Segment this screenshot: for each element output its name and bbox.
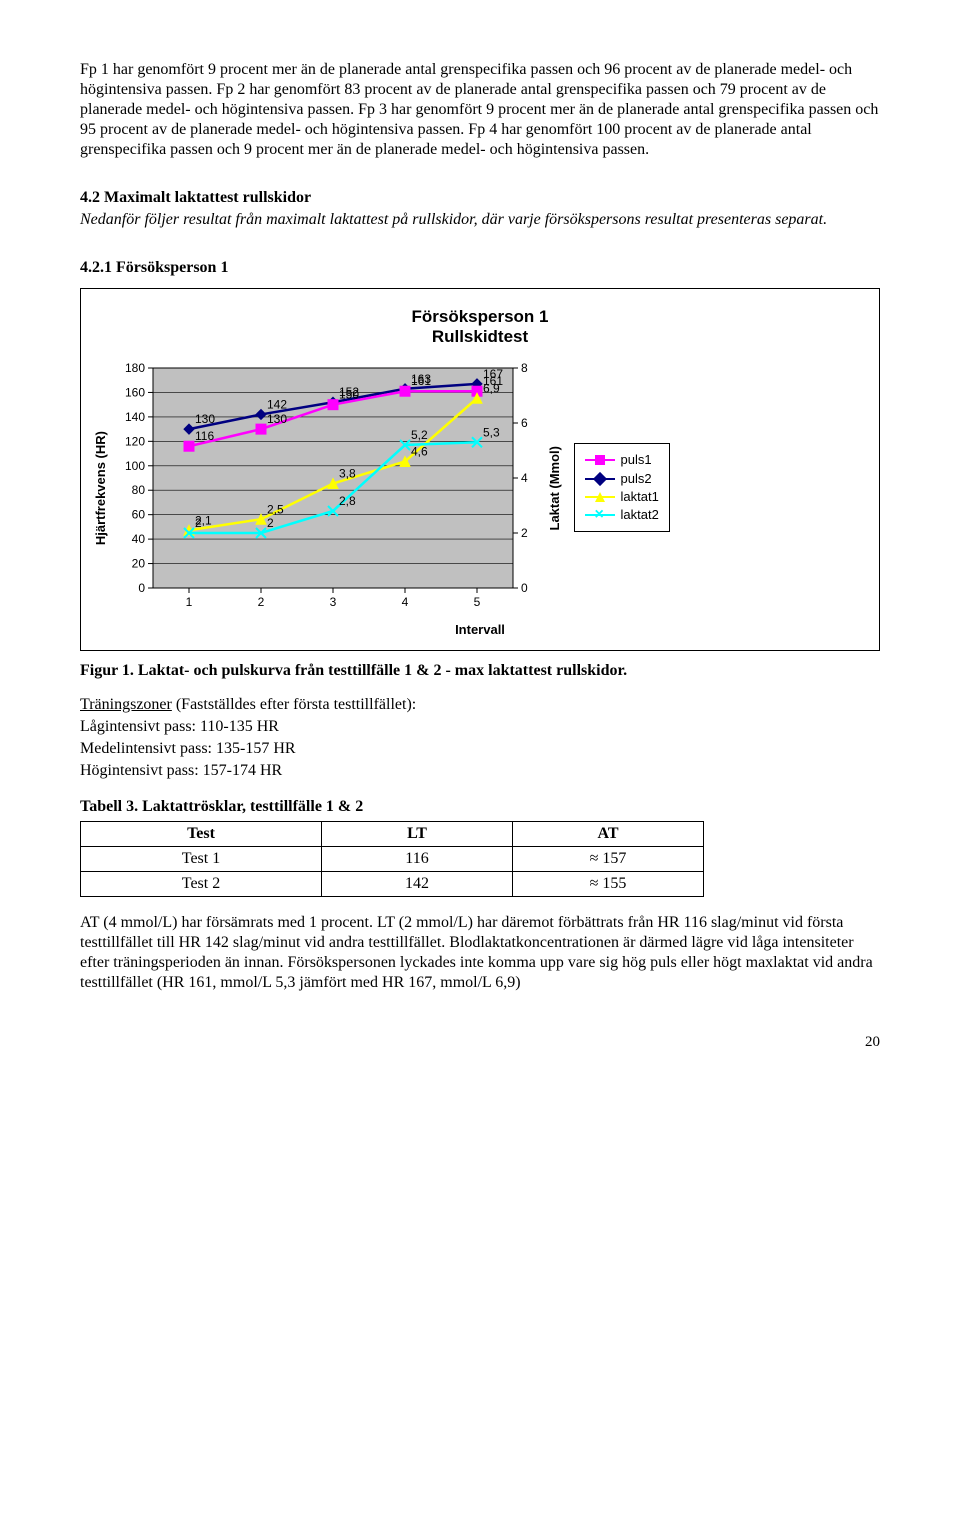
table-row: Test 1116≈ 157 [81,847,704,872]
legend-item: puls1 [585,452,659,468]
svg-text:2,8: 2,8 [339,494,356,508]
svg-text:161: 161 [411,374,431,388]
table-header: Test [81,822,322,847]
table-header: AT [513,822,704,847]
training-zones-line: Träningszoner (Fastställdes efter första… [80,695,880,715]
svg-text:100: 100 [125,459,145,473]
svg-text:3,8: 3,8 [339,466,356,480]
svg-text:4,6: 4,6 [411,444,428,458]
y-left-label: Hjärtfrekvens (HR) [93,431,109,545]
table-row: Test 2142≈ 155 [81,872,704,897]
svg-text:2: 2 [195,516,202,530]
svg-text:120: 120 [125,434,145,448]
svg-text:6,9: 6,9 [483,381,500,395]
figure-1-caption: Figur 1. Laktat- och pulskurva från test… [80,661,880,681]
svg-text:116: 116 [195,429,214,443]
tz-heading: Träningszoner [80,696,172,713]
svg-text:80: 80 [132,483,146,497]
svg-text:150: 150 [339,387,359,401]
chart-svg: 0204060801001201401601800246812345130142… [113,358,543,618]
tz-high: Högintensivt pass: 157-174 HR [80,761,880,781]
svg-text:60: 60 [132,507,146,521]
chart-title: Försöksperson 1 Rullskidtest [93,307,867,348]
heading-4-2: 4.2 Maximalt laktattest rullskidor [80,188,880,208]
table-3: TestLTATTest 1116≈ 157Test 2142≈ 155 [80,821,704,897]
svg-text:2: 2 [258,595,265,609]
table-cell: Test 2 [81,872,322,897]
table-cell: 142 [322,872,513,897]
svg-text:4: 4 [521,471,528,485]
x-label: Intervall [93,622,867,638]
intro-4-2: Nedanför följer resultat från maximalt l… [80,210,880,230]
svg-text:130: 130 [267,412,287,426]
svg-text:2: 2 [521,526,528,540]
svg-text:3: 3 [330,595,337,609]
svg-text:142: 142 [267,397,287,411]
legend-item: puls2 [585,471,659,487]
svg-text:180: 180 [125,361,145,375]
svg-text:0: 0 [139,581,146,595]
heading-4-2-1: 4.2.1 Försöksperson 1 [80,258,880,278]
svg-text:130: 130 [195,412,215,426]
svg-text:6: 6 [521,416,528,430]
table-header: LT [322,822,513,847]
chart-legend: puls1 puls2 laktat1 ×laktat2 [574,443,670,532]
svg-text:40: 40 [132,532,146,546]
legend-item: laktat1 [585,489,659,505]
table-cell: ≈ 157 [513,847,704,872]
svg-text:5: 5 [474,595,481,609]
svg-text:140: 140 [125,410,145,424]
svg-text:160: 160 [125,385,145,399]
chart-title-line1: Försöksperson 1 [412,307,549,326]
table-cell: ≈ 155 [513,872,704,897]
body-paragraph: Fp 1 har genomfört 9 procent mer än de p… [80,60,880,160]
svg-text:2,5: 2,5 [267,502,284,516]
svg-text:20: 20 [132,556,146,570]
svg-text:2: 2 [267,516,274,530]
page-number: 20 [80,1033,880,1052]
svg-text:0: 0 [521,581,528,595]
tz-low: Lågintensivt pass: 110-135 HR [80,717,880,737]
last-paragraph: AT (4 mmol/L) har försämrats med 1 proce… [80,913,880,993]
svg-text:5,2: 5,2 [411,428,428,442]
svg-text:5,3: 5,3 [483,425,500,439]
chart-title-line2: Rullskidtest [432,327,528,346]
table-3-caption: Tabell 3. Laktattrösklar, testtillfälle … [80,797,880,817]
legend-item: ×laktat2 [585,507,659,523]
table-cell: Test 1 [81,847,322,872]
svg-text:8: 8 [521,361,528,375]
chart-container: Försöksperson 1 Rullskidtest Hjärtfrekve… [80,288,880,651]
table-cell: 116 [322,847,513,872]
y-right-label: Laktat (Mmol) [547,446,563,531]
svg-text:1: 1 [186,595,193,609]
svg-text:4: 4 [402,595,409,609]
tz-after: (Fastställdes efter första testtillfälle… [172,696,416,713]
tz-med: Medelintensivt pass: 135-157 HR [80,739,880,759]
